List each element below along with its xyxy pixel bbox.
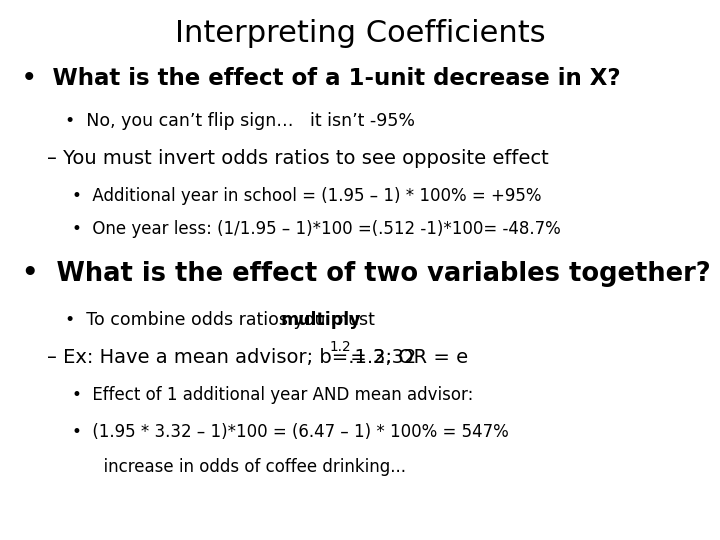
Text: •  (1.95 * 3.32 – 1)*100 = (6.47 – 1) * 100% = 547%: • (1.95 * 3.32 – 1)*100 = (6.47 – 1) * 1…	[72, 423, 509, 441]
Text: increase in odds of coffee drinking...: increase in odds of coffee drinking...	[72, 458, 406, 476]
Text: Interpreting Coefficients: Interpreting Coefficients	[175, 19, 545, 48]
Text: = 3.32: = 3.32	[343, 348, 416, 367]
Text: multiply: multiply	[280, 310, 361, 329]
Text: •  What is the effect of a 1-unit decrease in X?: • What is the effect of a 1-unit decreas…	[22, 67, 620, 90]
Text: •  Additional year in school = (1.95 – 1) * 100% = +95%: • Additional year in school = (1.95 – 1)…	[72, 187, 541, 205]
Text: 1.2: 1.2	[329, 340, 351, 354]
Text: •  Effect of 1 additional year AND mean advisor:: • Effect of 1 additional year AND mean a…	[72, 386, 473, 404]
Text: •  To combine odds ratios you must: • To combine odds ratios you must	[65, 310, 380, 329]
Text: •  No, you can’t flip sign…   it isn’t -95%: • No, you can’t flip sign… it isn’t -95%	[65, 112, 415, 131]
Text: – You must invert odds ratios to see opposite effect: – You must invert odds ratios to see opp…	[47, 149, 549, 168]
Text: – Ex: Have a mean advisor; b=.1.2; OR = e: – Ex: Have a mean advisor; b=.1.2; OR = …	[47, 348, 468, 367]
Text: •  One year less: (1/1.95 – 1)*100 =(.512 -1)*100= -48.7%: • One year less: (1/1.95 – 1)*100 =(.512…	[72, 220, 561, 239]
Text: •  What is the effect of two variables together?: • What is the effect of two variables to…	[22, 261, 710, 287]
